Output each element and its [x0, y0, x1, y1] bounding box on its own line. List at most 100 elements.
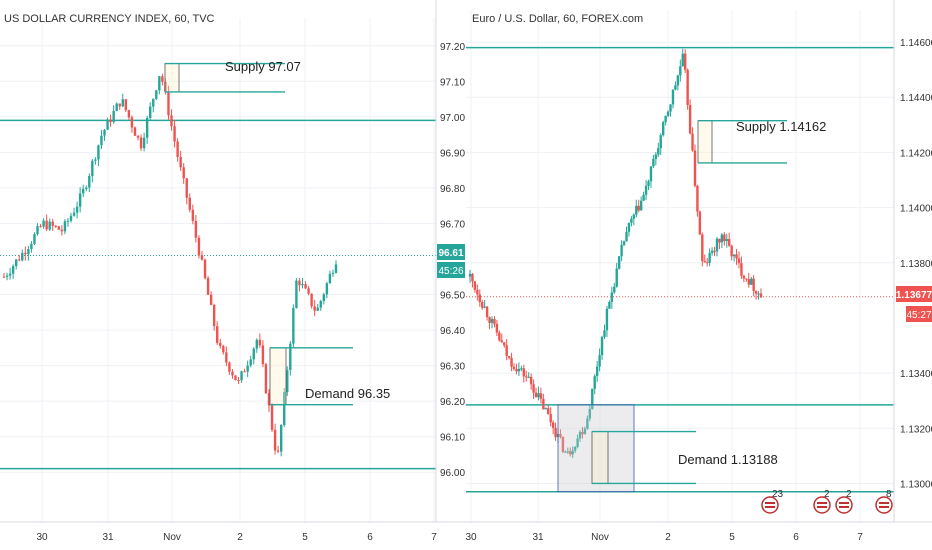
candle-body [252, 348, 255, 360]
candle-body [133, 127, 137, 136]
candle-body [279, 425, 283, 452]
candle-body [209, 294, 213, 305]
us-flag-icon [813, 496, 831, 514]
candle-body [740, 263, 743, 276]
candle-body [544, 408, 548, 410]
candle-body [613, 286, 616, 293]
price-tick-label: 1.13200 [900, 424, 932, 435]
candle-body [289, 343, 292, 371]
candle-body [603, 330, 606, 337]
candle-body [155, 90, 158, 99]
candle-body [622, 241, 626, 245]
time-tick-label: 7 [857, 532, 863, 543]
eurusd-supply-label: Supply 1.14162 [736, 119, 826, 134]
candle-body [554, 427, 557, 438]
candle-body [657, 148, 660, 155]
dxy-chart-panel[interactable]: US DOLLAR CURRENCY INDEX, 60, TVC Supply… [0, 13, 436, 522]
dxy-last-price-badge [437, 244, 465, 260]
price-tick-label: 1.13400 [900, 369, 932, 380]
eurusd-chart-panel[interactable]: Euro / U.S. Dollar, 60, FOREX.com Supply… [466, 10, 894, 522]
candle-body [228, 362, 231, 372]
candle-body [130, 117, 134, 128]
candle-body [194, 220, 198, 238]
candle-body [718, 238, 721, 243]
candle-body [674, 85, 677, 90]
candle-body [605, 308, 609, 331]
candle-body [54, 225, 57, 227]
candle-body [495, 323, 499, 333]
candle-body [503, 342, 506, 346]
eurusd-price-axis[interactable]: 1.14600 1.14400 1.14200 1.14000 1.13800 1.134… [893, 0, 932, 522]
candle-body [331, 272, 335, 274]
us-flag-icon [835, 496, 853, 514]
dxy-price-axis[interactable]: 97.20 97.10 97.00 96.90 96.80 96.70 96.50 96.40… [435, 0, 465, 522]
candle-body [267, 393, 271, 406]
candle-body [322, 294, 326, 301]
candle-body [243, 371, 246, 373]
time-tick-label: 2 [237, 532, 243, 543]
candle-body [203, 259, 207, 279]
candle-body [591, 388, 594, 409]
us-flag-icon [761, 496, 779, 514]
candle-body [478, 294, 481, 303]
candle-body [39, 226, 42, 228]
eurusd-demand-box [557, 404, 635, 493]
candle-body [188, 197, 191, 210]
candle-body [529, 376, 533, 385]
candle-body [179, 156, 182, 168]
candle-body [115, 103, 118, 111]
candle-body [161, 76, 164, 82]
candle-body [473, 281, 477, 290]
eurusd-grid [466, 10, 894, 522]
candle-body [255, 339, 259, 349]
price-tick-label: 96.80 [440, 184, 465, 195]
candle-body [106, 119, 109, 130]
candle-body [537, 393, 540, 398]
candle-body [170, 115, 173, 127]
candle-body [11, 266, 15, 274]
candle-body [483, 306, 486, 308]
candle-body [33, 234, 36, 244]
candle-body [14, 259, 18, 267]
price-tick-label: 1.14000 [900, 204, 932, 215]
candle-body [578, 431, 582, 439]
eurusd-time-axis[interactable]: 30 31 Nov 2 5 6 7 [465, 532, 863, 543]
candle-body [617, 256, 621, 269]
price-tick-label: 96.70 [440, 219, 465, 230]
candle-body [490, 319, 494, 323]
candle-body [173, 126, 176, 142]
candle-body [561, 436, 565, 452]
candle-body [759, 293, 763, 298]
candle-body [757, 293, 760, 295]
candle-body [18, 259, 21, 261]
candle-body [691, 133, 694, 151]
eurusd-countdown-badge [906, 306, 932, 322]
time-tick-label: 6 [367, 532, 373, 543]
price-tick-label: 1.14400 [900, 93, 932, 104]
candle-body [304, 284, 307, 289]
price-tick-label: 1.14600 [900, 38, 932, 49]
candle-body [510, 357, 513, 367]
candle-body [698, 211, 702, 235]
candle-body [661, 122, 665, 136]
candle-body [261, 345, 265, 365]
eurusd-event-markers[interactable]: 23 2 2 8 [761, 489, 893, 514]
candle-body [310, 293, 313, 307]
flag-stripe [817, 502, 827, 504]
candle-body [109, 119, 112, 123]
candle-body [485, 306, 489, 318]
candle-body [75, 206, 79, 213]
price-tick-label: 97.10 [440, 77, 465, 88]
candle-body [94, 159, 97, 161]
price-tick-label: 96.50 [440, 291, 465, 302]
candle-body [88, 176, 91, 188]
candle-body [595, 366, 599, 377]
candle-body [566, 451, 570, 453]
candle-body [63, 221, 67, 232]
dxy-time-axis[interactable]: 30 31 Nov 2 5 6 7 [36, 532, 437, 543]
candle-body [158, 76, 161, 91]
candle-body [573, 446, 577, 451]
time-tick-label: Nov [591, 532, 609, 543]
candle-body [703, 261, 706, 263]
candle-body [270, 405, 274, 430]
